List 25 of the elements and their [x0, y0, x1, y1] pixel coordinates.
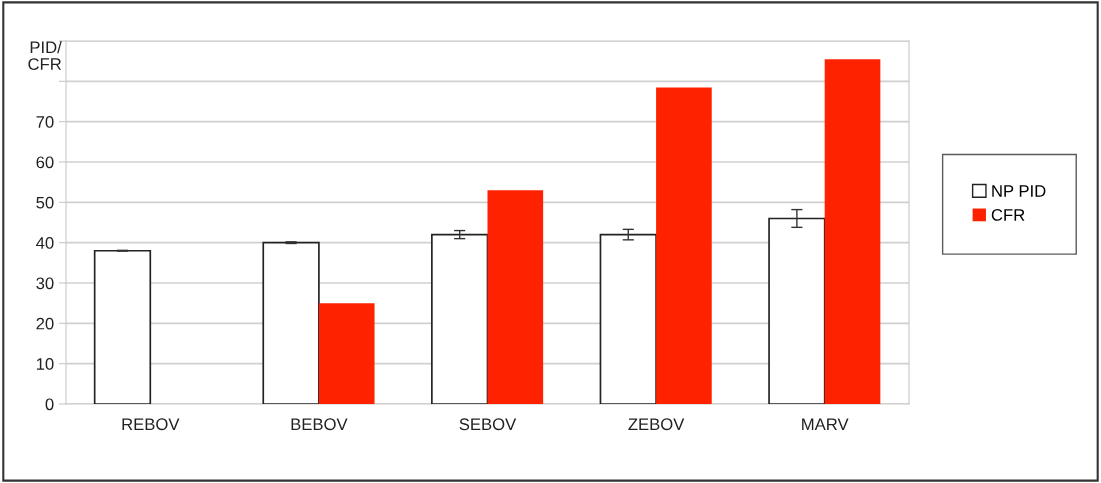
- bar: [318, 303, 375, 404]
- legend-label: NP PID: [992, 185, 1046, 197]
- bar: [262, 241, 320, 404]
- y-tick-label: 20: [36, 317, 54, 330]
- x-tick-label: BEBOV: [291, 418, 348, 431]
- y-tick-label: 0: [45, 398, 54, 411]
- legend-label: CFR: [991, 209, 1025, 221]
- y-tick-label: 40: [36, 237, 54, 249]
- bar: [824, 59, 881, 404]
- y-tick-label: 30: [36, 277, 54, 290]
- y-tick-label: 60: [36, 156, 54, 169]
- x-tick-label: REBOV: [122, 418, 180, 431]
- bar: [431, 233, 489, 404]
- y-tick-label: 50: [36, 196, 54, 209]
- bar: [487, 190, 544, 404]
- x-tick-label: MARV: [802, 418, 849, 430]
- x-tick-label: ZEBOV: [628, 418, 685, 431]
- x-tick-label: SEBOV: [459, 418, 517, 431]
- y-axis-title: PID/ CFR: [28, 41, 62, 70]
- y-tick-label: 10: [36, 358, 54, 370]
- bar: [768, 217, 826, 404]
- bar: [656, 87, 712, 404]
- y-tick-label: 70: [36, 116, 54, 128]
- bar: [599, 233, 657, 404]
- bar: [93, 249, 152, 404]
